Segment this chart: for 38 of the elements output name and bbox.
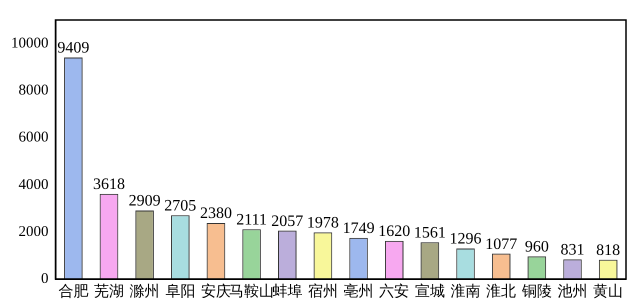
data-label: 2380 xyxy=(200,205,232,222)
x-tick-label: 淮南 xyxy=(450,282,481,300)
x-tick-label: 安庆 xyxy=(200,282,231,300)
x-tick-label: 铜陵 xyxy=(520,282,552,300)
data-label: 2057 xyxy=(271,212,304,230)
data-label: 1978 xyxy=(306,214,339,232)
x-tick-label: 池州 xyxy=(558,282,588,300)
data-label: 960 xyxy=(524,238,549,256)
data-label: 1561 xyxy=(414,224,446,242)
y-tick-label: 2000 xyxy=(18,224,48,240)
x-tick-label: 宿州 xyxy=(308,282,338,300)
x-tick-label: 淮北 xyxy=(486,282,516,300)
data-label: 818 xyxy=(596,242,620,259)
y-tick-label: 8000 xyxy=(18,82,48,99)
data-label: 1749 xyxy=(342,220,375,238)
data-label: 1620 xyxy=(378,223,410,240)
y-tick-label: 10000 xyxy=(11,35,48,52)
data-label: 9409 xyxy=(57,40,90,57)
x-tick-label: 蚌埠 xyxy=(272,282,302,300)
data-label: 1077 xyxy=(485,236,518,253)
x-tick-label: 滁州 xyxy=(130,282,160,300)
x-tick-label: 马鞍山 xyxy=(229,282,274,300)
data-label: 2705 xyxy=(164,198,196,215)
data-label: 831 xyxy=(560,242,585,259)
data-label: 2111 xyxy=(236,212,268,228)
y-tick-label: 6000 xyxy=(18,130,48,146)
x-tick-label: 合肥 xyxy=(58,282,88,300)
data-label: 1296 xyxy=(450,230,482,248)
data-label: 3618 xyxy=(92,176,125,194)
x-tick-label: 芜湖 xyxy=(94,282,124,300)
y-tick-label: 4000 xyxy=(18,176,48,193)
x-tick-label: 亳州 xyxy=(344,282,374,300)
data-label: 2909 xyxy=(128,192,161,210)
x-tick-label: 六安 xyxy=(379,282,410,300)
x-tick-label: 阜阳 xyxy=(165,282,196,300)
x-tick-label: 黄山 xyxy=(593,282,624,300)
x-tick-label: 宣城 xyxy=(414,282,445,300)
y-tick-label: 0 xyxy=(41,270,48,287)
